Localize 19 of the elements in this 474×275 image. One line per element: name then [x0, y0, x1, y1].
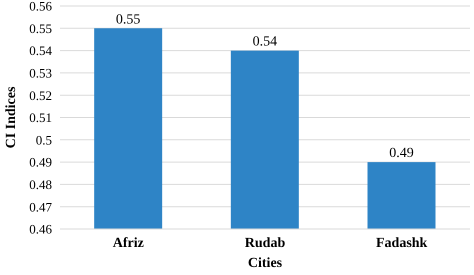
y-tick-label: 0.51	[29, 110, 52, 126]
x-tick-label: Fadashk	[376, 236, 428, 251]
y-tick-label: 0.49	[29, 154, 52, 170]
y-tick-label: 0.54	[29, 43, 52, 58]
data-label: 0.49	[389, 146, 414, 162]
y-tick-label: 0.53	[29, 66, 52, 81]
x-tick-label: Rudab	[244, 236, 286, 251]
y-tick-label: 0.55	[29, 20, 52, 36]
y-tick-label: 0.47	[29, 199, 52, 214]
y-tick-label: 0.56	[29, 0, 52, 14]
x-tick-label: Afriz	[112, 236, 144, 251]
data-label: 0.54	[252, 34, 278, 50]
y-tick-label: 0.52	[29, 88, 52, 103]
x-axis-title: Cities	[248, 256, 283, 271]
y-tick-label: 0.46	[29, 222, 52, 237]
data-label: 0.55	[116, 12, 140, 28]
y-tick-label: 0.48	[29, 177, 52, 192]
y-axis-title: CI Indices	[4, 86, 19, 148]
y-tick-label: 0.5	[36, 132, 52, 148]
